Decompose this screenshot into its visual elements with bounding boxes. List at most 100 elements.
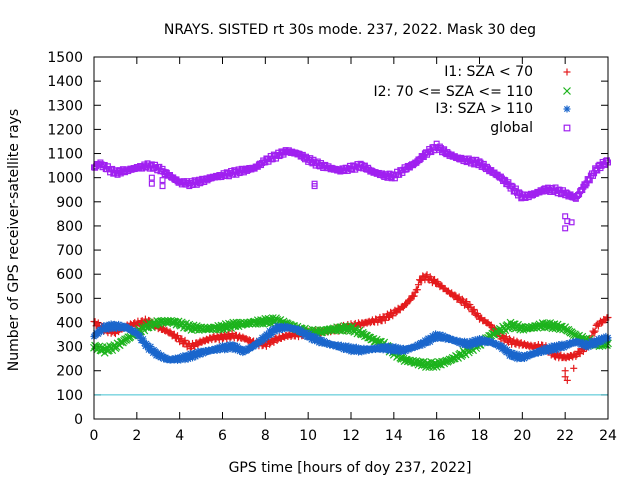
- x-tick-label: 4: [175, 428, 184, 444]
- data-point: [340, 322, 349, 330]
- data-point: [171, 317, 180, 326]
- data-point: [182, 319, 191, 328]
- legend-marker-i2: [563, 87, 571, 95]
- data-point: [180, 323, 188, 332]
- outlier-point: [148, 174, 155, 181]
- data-point: [508, 349, 515, 356]
- y-tick-label: 1200: [47, 122, 83, 138]
- data-point: [144, 342, 151, 349]
- x-tick-label: 18: [471, 428, 489, 444]
- x-axis-ticks: 0 2 4 6 8 10 12 14 16 18 20 22 24: [90, 57, 617, 444]
- data-point: [229, 318, 238, 327]
- data-point: [213, 324, 222, 332]
- y-tick-label: 1300: [47, 98, 83, 114]
- data-point: [310, 333, 317, 340]
- y-tick-label: 800: [56, 219, 83, 235]
- chart-title: NRAYS. SISTED rt 30s mode. 237, 2022. Ma…: [164, 22, 536, 38]
- outlier-point: [148, 180, 155, 187]
- data-point: [189, 321, 198, 330]
- outlier-marks: [561, 364, 578, 384]
- y-tick-label: 0: [74, 412, 83, 428]
- data-point: [427, 358, 436, 366]
- data-point: [353, 344, 360, 351]
- y-tick-label: 100: [56, 388, 83, 404]
- data-point: [136, 332, 144, 340]
- x-tick-label: 6: [218, 428, 227, 444]
- x-axis-label: GPS time [hours of doy 237, 2022]: [229, 460, 472, 476]
- data-point: [155, 349, 162, 356]
- series-3-marks: [90, 140, 611, 202]
- data-point: [221, 320, 230, 328]
- y-tick-label: 900: [56, 195, 83, 211]
- data-point: [147, 343, 154, 350]
- plot-marks: [90, 140, 612, 384]
- legend-label-global: global: [490, 120, 533, 136]
- data-point: [302, 329, 310, 336]
- data-point: [546, 319, 555, 327]
- data-point: [268, 314, 277, 322]
- y-axis-ticks: 0 100 200 300 400 500 600 700 800 900 1000 1100 1200…: [47, 50, 608, 428]
- y-tick-label: 1500: [47, 50, 83, 66]
- data-point: [261, 314, 270, 323]
- legend-label-i1: I1: SZA < 70: [444, 64, 533, 80]
- outlier-point: [562, 225, 569, 232]
- legend-marker-symbol: [563, 124, 571, 132]
- data-point: [399, 169, 406, 176]
- x-tick-label: 14: [385, 428, 403, 444]
- data-point: [514, 320, 522, 329]
- data-point: [267, 316, 276, 325]
- data-point: [392, 343, 400, 350]
- x-tick-label: 0: [90, 428, 99, 444]
- outlier-point: [159, 183, 166, 190]
- data-point: [355, 326, 364, 335]
- legend: I1: SZA < 70 I2: 70 <= SZA <= 110 I3: SZ…: [373, 64, 571, 136]
- data-point: [391, 175, 398, 182]
- data-point: [372, 335, 381, 344]
- data-point: [295, 325, 302, 333]
- data-point: [273, 315, 282, 324]
- data-point: [553, 320, 562, 329]
- y-tick-label: 600: [56, 267, 83, 283]
- data-point: [571, 331, 580, 340]
- legend-marker-i1: [563, 68, 571, 76]
- y-tick-label: 400: [56, 315, 83, 331]
- y-axis-label: Number of GPS receiver-satellite rays: [6, 109, 22, 371]
- data-point: [359, 330, 368, 339]
- data-point: [345, 343, 352, 350]
- data-point: [214, 321, 223, 330]
- x-tick-label: 2: [132, 428, 141, 444]
- data-point: [550, 320, 559, 329]
- data-point: [433, 360, 442, 369]
- data-point: [506, 318, 515, 327]
- outlier-marks: [148, 174, 575, 232]
- data-point: [260, 317, 269, 326]
- legend-marker-symbol: [563, 105, 571, 113]
- x-tick-label: 8: [261, 428, 270, 444]
- data-point: [231, 342, 238, 349]
- data-point: [399, 354, 408, 363]
- data-point: [419, 357, 428, 366]
- series-2-marks: [90, 320, 612, 364]
- legend-marker-global: [563, 124, 571, 132]
- legend-label-i2: I2: 70 <= SZA <= 110: [373, 84, 533, 100]
- data-point: [226, 341, 234, 348]
- x-tick-label: 12: [342, 428, 360, 444]
- legend-label-i3: I3: SZA > 110: [435, 101, 533, 117]
- data-point: [580, 339, 587, 346]
- y-tick-label: 700: [56, 243, 83, 259]
- plot-frame: [93, 56, 609, 420]
- x-tick-label: 10: [299, 428, 317, 444]
- data-point: [220, 322, 229, 331]
- x-tick-label: 16: [428, 428, 446, 444]
- data-point: [348, 322, 356, 331]
- y-tick-label: 1000: [47, 171, 83, 187]
- outlier-point: [568, 219, 575, 226]
- y-tick-label: 1100: [47, 147, 83, 163]
- legend-marker-i3: [563, 105, 571, 113]
- x-tick-label: 20: [513, 428, 531, 444]
- data-point: [115, 321, 122, 328]
- data-point: [252, 318, 261, 327]
- data-point: [306, 330, 313, 337]
- outlier-point: [159, 177, 166, 184]
